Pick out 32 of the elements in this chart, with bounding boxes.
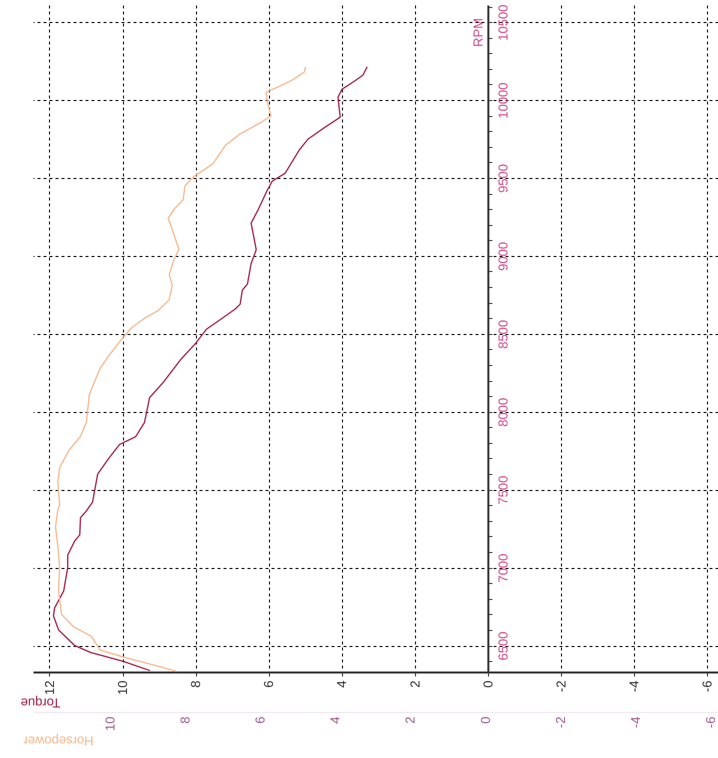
x-axis-title: Torque — [20, 696, 60, 710]
y-tick-label: 9500 — [495, 164, 510, 193]
y-tick-label: 7500 — [495, 476, 510, 505]
x-tick-label: -6 — [700, 680, 715, 692]
y-tick-label: 6500 — [495, 632, 510, 660]
line-series — [52, 66, 368, 672]
x-tick-label: 12 — [42, 680, 57, 695]
x-tick-label: -2 — [553, 680, 568, 692]
y-tick-label: 8500 — [495, 320, 510, 349]
y-tick-label: 9000 — [495, 242, 510, 271]
x-tick-label: -4 — [626, 680, 642, 692]
x2-tick-label: 2 — [402, 716, 418, 724]
x2-axis-title: Horsepower — [22, 734, 94, 748]
x-tick-label: 4 — [334, 680, 350, 688]
y-tick-label: 8000 — [495, 398, 510, 427]
x2-tick-label: -4 — [628, 716, 643, 728]
x2-tick-label: -2 — [552, 716, 568, 728]
x-tick-label: 2 — [407, 680, 422, 688]
x2-tick-label: 10 — [102, 716, 118, 731]
x-tick-label: 8 — [188, 680, 204, 688]
x2-tick-label: 8 — [178, 716, 193, 724]
y-axis-title: RPM — [470, 18, 486, 47]
x2-tick-label: 6 — [252, 716, 268, 724]
x2-tick-label: 0 — [478, 716, 493, 724]
x-tick-label: 0 — [480, 680, 496, 688]
x2-tick-label: 4 — [328, 716, 343, 724]
y-tick-label: 10000 — [495, 82, 510, 119]
y-tick-label: 7000 — [495, 554, 510, 583]
x-tick-label: 6 — [261, 680, 276, 688]
x-tick-label: 10 — [115, 680, 130, 695]
y-tick-label: 10500 — [495, 4, 510, 41]
x2-tick-label: -6 — [702, 716, 718, 728]
